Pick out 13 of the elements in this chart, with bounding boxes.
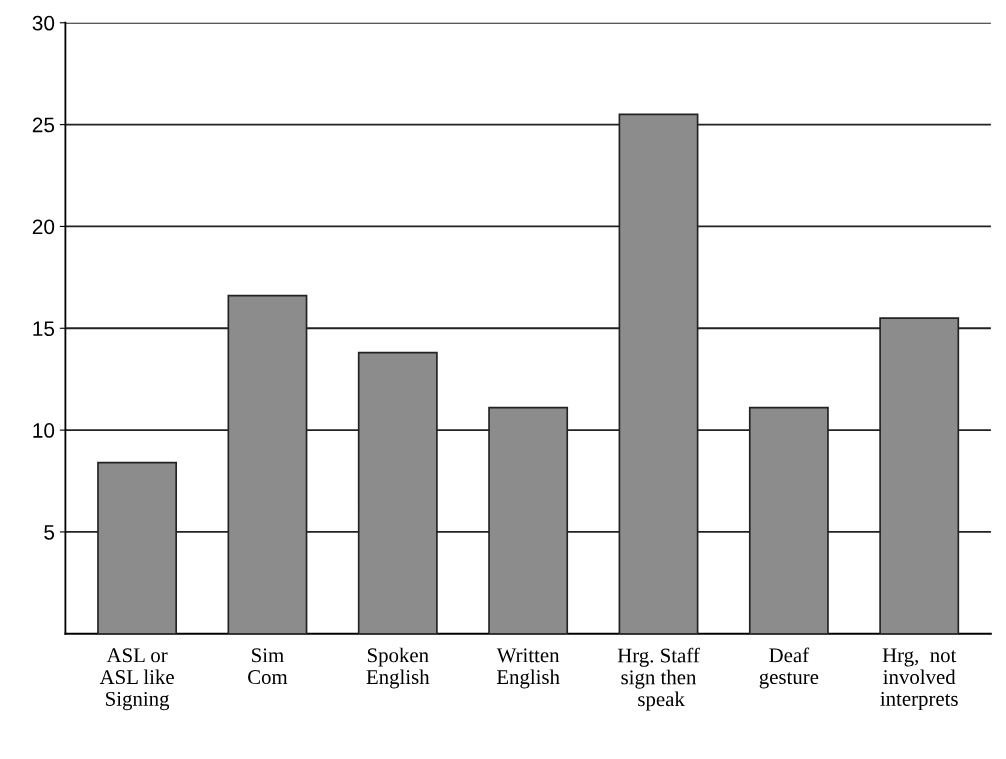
y-tick-label: 20 [32,219,55,235]
y-tick-label: 30 [32,15,55,31]
x-tick-label: ASL or ASL like Signing [99,648,174,711]
y-tick-label: 10 [33,423,55,438]
x-tick-label: Written English [496,648,560,689]
x-tick-label: Spoken English [366,647,430,689]
y-tick-label: 25 [32,117,55,133]
x-tick-label: Sim Com [248,648,288,685]
y-tick-label: 15 [33,321,55,337]
x-tick-label: Deaf gesture [759,647,819,689]
y-tick-label: 5 [44,525,55,540]
x-tick-label: Hrg. Staff sign then speak [617,647,700,711]
x-tick-label: Hrg, not involved interprets [880,648,958,711]
